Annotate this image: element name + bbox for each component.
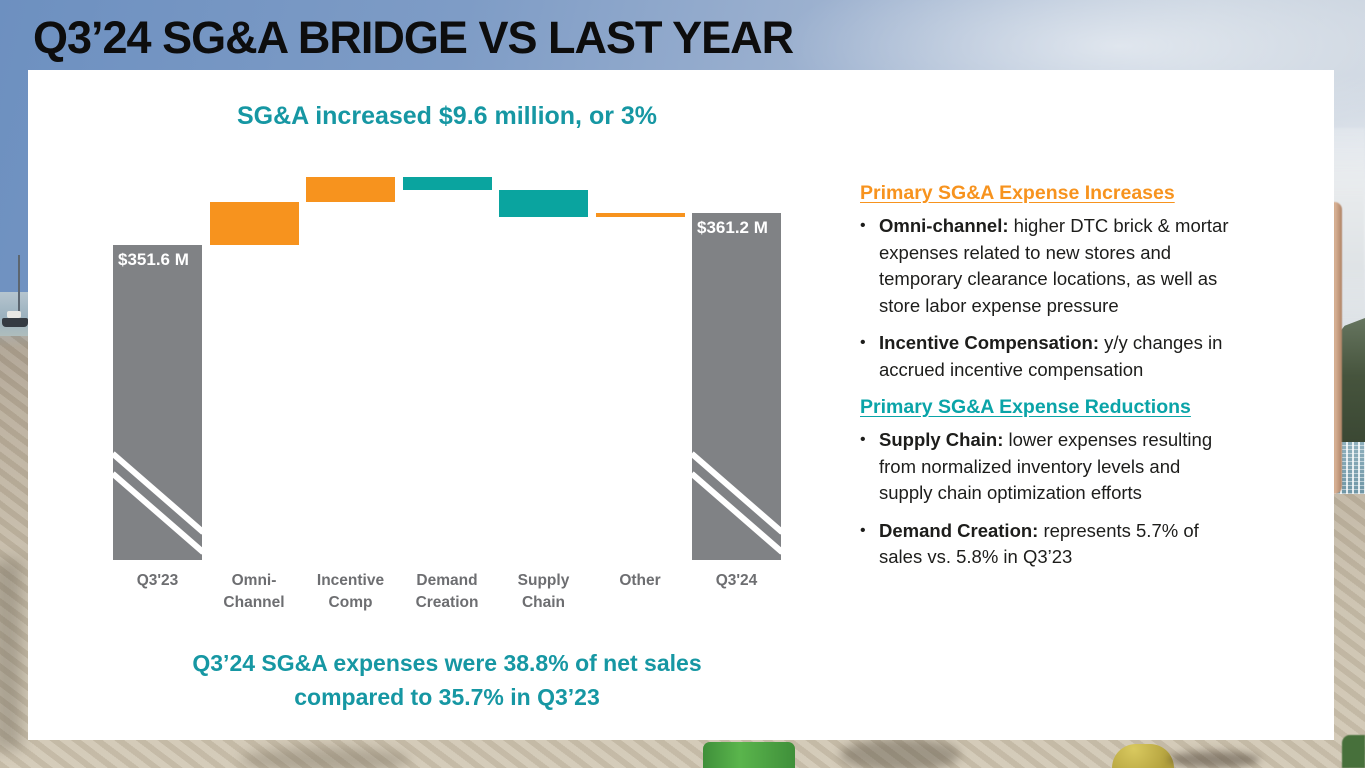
bar-supply-chain: [499, 190, 588, 217]
note-bullet-text: Supply Chain: lower expenses resulting f…: [879, 427, 1212, 507]
category-label-supply-chain: Supply Chain: [517, 572, 570, 611]
axis-break-mark: [113, 451, 202, 535]
sailboat-mast-decoration: [18, 255, 20, 323]
sand-shadow-decoration: [840, 738, 960, 768]
bullet-icon: •: [860, 217, 866, 234]
notes-section-1: Primary SG&A Expense Increases • Omni-chan…: [860, 182, 1292, 383]
note-bullet-body: higher DTC brick & mortar expenses relat…: [879, 215, 1229, 316]
slide-title: Q3’24 SG&A BRIDGE VS LAST YEAR: [33, 12, 794, 63]
category-label-other: Other: [619, 572, 661, 589]
bar-q3-24: $361.2 M: [692, 213, 781, 560]
category-label-q3-24: Q3'24: [715, 572, 758, 589]
chart-headline: SG&A increased $9.6 million, or 3%: [236, 102, 658, 130]
content-panel: SG&A increased $9.6 million, or 3% $351.…: [28, 70, 1334, 740]
green-cup-decoration: [703, 742, 795, 768]
note-bullet: • Demand Creation: represents 5.7% of sal…: [860, 518, 1292, 571]
note-bullet-lead: Incentive Compensation:: [879, 332, 1099, 353]
axis-break-mark: [692, 451, 781, 535]
bar-q3-23: $351.6 M: [113, 245, 202, 560]
yellow-ball-decoration: [1112, 744, 1174, 768]
bullet-icon: •: [860, 431, 866, 448]
bar-omni-channel: [209, 201, 299, 245]
axis-break-mark: [692, 471, 781, 555]
waterfall-chart: $351.6 M Q3'23 Omni- Channel Incentive Comp…: [28, 70, 1334, 740]
note-bullet-body: y/y changes in accrued incentive compens…: [879, 332, 1223, 380]
sailboat-hull-decoration: [2, 318, 28, 327]
category-label-demand-creation: Demand Creation: [415, 572, 479, 611]
sailboat-cabin-decoration: [7, 311, 21, 318]
bar-demand-creation: [402, 176, 492, 190]
green-object-decoration: [1342, 735, 1365, 768]
bar-value-label: $361.2 M: [697, 218, 768, 237]
bar-other: [595, 213, 685, 217]
category-label-omni-channel: Omni- Channel: [223, 572, 285, 611]
note-bullet-body: lower expenses resulting from normalized…: [879, 429, 1213, 503]
category-label-incentive-comp: Incentive Comp: [316, 572, 385, 611]
note-bullet-text: Demand Creation: represents 5.7% of sale…: [879, 518, 1199, 571]
bar-incentive-comp: [306, 176, 395, 202]
notes-section-2: Primary SG&A Expense Reductions • Supply C…: [860, 396, 1292, 571]
note-bullet: • Supply Chain: lower expenses resulting …: [860, 427, 1292, 507]
note-bullet-lead: Supply Chain:: [879, 429, 1004, 450]
note-bullet-text: Incentive Compensation: y/y changes in a…: [879, 330, 1222, 383]
bar-value-label: $351.6 M: [118, 250, 189, 269]
note-bullet-lead: Omni-channel:: [879, 215, 1009, 236]
bullet-icon: •: [860, 521, 866, 539]
category-label-q3-23: Q3'23: [136, 572, 179, 589]
sand-shadow-decoration: [240, 747, 410, 768]
ball-shadow-decoration: [1168, 751, 1260, 768]
notes-heading-2: Primary SG&A Expense Reductions: [860, 396, 1191, 418]
note-bullet-lead: Demand Creation:: [879, 519, 1039, 541]
notes-heading-1: Primary SG&A Expense Increases: [860, 182, 1175, 204]
note-bullet-text: Omni-channel: higher DTC brick & mortar …: [879, 213, 1229, 319]
sand-shadow-decoration: [0, 560, 22, 750]
bullet-icon: •: [860, 334, 866, 351]
axis-break-mark: [113, 471, 202, 555]
note-bullet: • Omni-channel: higher DTC brick & mortar…: [860, 213, 1292, 319]
chart-caption: Q3’24 SG&A expenses were 38.8% of net sa…: [192, 650, 702, 710]
notes-column: Primary SG&A Expense Increases • Omni-chan…: [860, 182, 1292, 571]
note-bullet-body: represents 5.7% of sales vs. 5.8% in Q3’…: [879, 519, 1199, 568]
note-bullet: • Incentive Compensation: y/y changes in …: [860, 330, 1292, 383]
